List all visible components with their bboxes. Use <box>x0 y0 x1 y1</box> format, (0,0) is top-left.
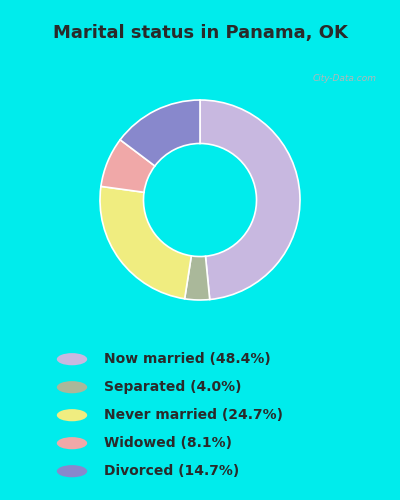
Wedge shape <box>100 186 191 299</box>
Circle shape <box>57 437 87 450</box>
Text: Separated (4.0%): Separated (4.0%) <box>104 380 242 394</box>
Circle shape <box>57 465 87 477</box>
Wedge shape <box>101 140 155 192</box>
Circle shape <box>57 353 87 366</box>
Text: Divorced (14.7%): Divorced (14.7%) <box>104 464 239 478</box>
Text: Marital status in Panama, OK: Marital status in Panama, OK <box>52 24 348 42</box>
Wedge shape <box>120 100 200 166</box>
Circle shape <box>57 381 87 394</box>
Wedge shape <box>200 100 300 300</box>
Circle shape <box>57 409 87 422</box>
Text: Widowed (8.1%): Widowed (8.1%) <box>104 436 232 450</box>
Text: Never married (24.7%): Never married (24.7%) <box>104 408 283 422</box>
Text: City-Data.com: City-Data.com <box>313 74 377 83</box>
Wedge shape <box>185 256 210 300</box>
Text: Now married (48.4%): Now married (48.4%) <box>104 352 271 366</box>
